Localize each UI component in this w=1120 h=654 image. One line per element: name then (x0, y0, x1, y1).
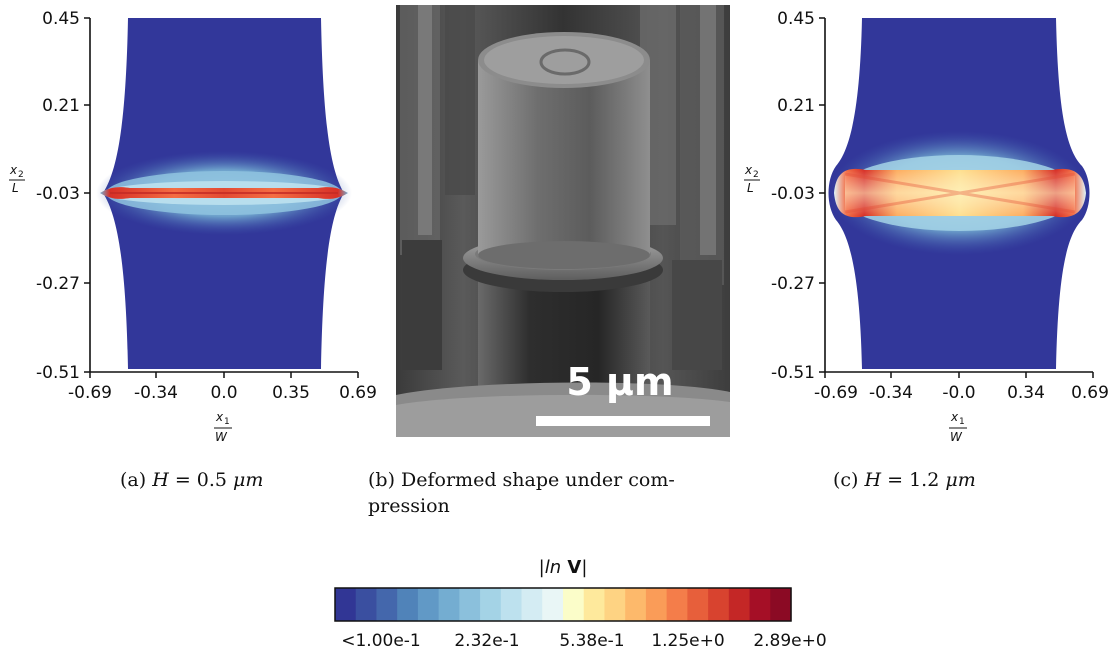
colorbar-tick-label: 5.38e-1 (559, 631, 624, 651)
panel-c-contour-plot: 0.45 0.21 -0.03 -0.27 -0.51 -0.69 -0.34 … (744, 9, 1109, 444)
colorbar-cell (521, 588, 543, 621)
panel-a-x-tick: -0.69 (68, 383, 112, 403)
panel-a-x-tick: 0.35 (272, 383, 310, 403)
svg-text:2: 2 (753, 170, 759, 180)
panel-a-y-axis-label: x 2 L (9, 163, 25, 195)
panel-b-scale-bar (536, 416, 710, 426)
colorbar-cell (708, 588, 730, 621)
colorbar-cell (438, 588, 460, 621)
panel-a-y-tick: 0.45 (42, 9, 80, 29)
panel-c-x-tick: -0.69 (814, 383, 858, 403)
colorbar-cell (604, 588, 626, 621)
panel-a-x-tick: -0.34 (134, 383, 178, 403)
colorbar-cell (397, 588, 419, 621)
colorbar-tick-label: 2.89e+0 (753, 631, 826, 651)
colorbar-cell (355, 588, 378, 621)
panel-a-x-tick: 0.69 (339, 383, 377, 403)
panel-a-x-tick: 0.0 (210, 383, 237, 403)
colorbar-cell (542, 588, 564, 621)
panel-c-x-tick: -0.0 (942, 383, 975, 403)
colorbar-cell (666, 588, 688, 621)
panel-a-contour-plot: 0.45 0.21 -0.03 -0.27 -0.51 -0.69 -0.34 … (9, 9, 377, 444)
colorbar-cell (500, 588, 523, 621)
panel-c-y-tick: -0.51 (771, 363, 815, 383)
panel-c-x-axis-label: x 1 W (949, 410, 967, 444)
svg-text:x: x (9, 163, 18, 177)
panel-c-x-tick: 0.69 (1071, 383, 1109, 403)
colorbar-gradient (335, 588, 792, 621)
panel-a-y-tick: 0.21 (42, 96, 80, 116)
colorbar-cell (625, 588, 647, 621)
colorbar-tick-label: 1.25e+0 (651, 631, 724, 651)
panel-a-y-tick: -0.27 (36, 274, 80, 294)
panel-c-y-tick: 0.45 (777, 9, 815, 29)
svg-text:1: 1 (959, 417, 965, 427)
colorbar-cell (459, 588, 481, 621)
panel-c-y-tick: -0.03 (771, 184, 815, 204)
colorbar-tick-label: <1.00e-1 (341, 631, 421, 651)
svg-text:1: 1 (224, 417, 230, 427)
svg-text:L: L (747, 181, 754, 195)
colorbar-cell (728, 588, 751, 621)
colorbar-title: |ln V| (539, 557, 588, 578)
panel-b-caption: (b) Deformed shape under com- pression (368, 469, 675, 517)
svg-text:x: x (950, 410, 959, 424)
panel-a-x-axis-label: x 1 W (214, 410, 232, 444)
panel-c-x-tick: 0.34 (1007, 383, 1045, 403)
panel-a-y-tick: -0.03 (36, 184, 80, 204)
colorbar-cell (417, 588, 440, 621)
panel-c-caption: (c) H = 1.2 μm (833, 469, 976, 491)
panel-b-scale-bar-label: 5 μm (566, 360, 673, 404)
svg-text:W: W (950, 430, 963, 444)
colorbar-cell (480, 588, 502, 621)
panel-c-y-axis-label: x 2 L (744, 163, 760, 195)
panel-b-sem-image: 5 μm (396, 5, 730, 437)
panel-c-y-tick: 0.21 (777, 96, 815, 116)
colorbar-cell (376, 588, 398, 621)
svg-text:x: x (215, 410, 224, 424)
colorbar: |ln V| <1.00e-1 2.32e-1 5.38e-1 1.25e+0 … (334, 557, 827, 651)
colorbar-cell (335, 588, 357, 621)
svg-text:x: x (744, 163, 753, 177)
colorbar-cell (563, 588, 585, 621)
colorbar-cell (645, 588, 668, 621)
svg-text:L: L (12, 181, 19, 195)
colorbar-cell (749, 588, 771, 621)
colorbar-cell (583, 588, 606, 621)
svg-text:2: 2 (18, 170, 24, 180)
colorbar-cell (770, 588, 792, 621)
svg-text:W: W (215, 430, 228, 444)
panel-a-caption: (a) H = 0.5 μm (120, 469, 264, 491)
colorbar-frame (334, 587, 792, 622)
panel-c-x-tick: -0.34 (869, 383, 913, 403)
panel-c-y-tick: -0.27 (771, 274, 815, 294)
colorbar-tick-label: 2.32e-1 (454, 631, 519, 651)
panel-a-y-tick: -0.51 (36, 363, 80, 383)
colorbar-cell (687, 588, 709, 621)
